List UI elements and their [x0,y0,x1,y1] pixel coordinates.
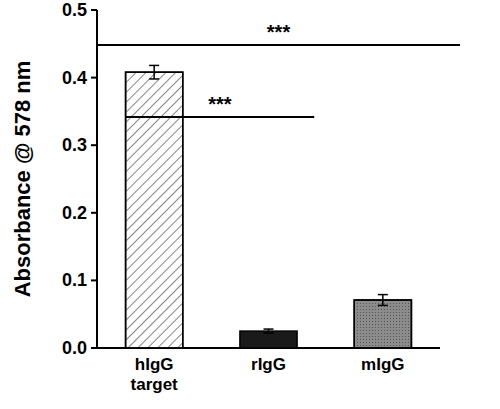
x-tick-label: mIgG [361,355,404,374]
y-tick [91,144,97,146]
significance-line [126,116,315,118]
chart: 0.0 0.1 0.2 0.3 0.4 0.5 Absorbance @ 578 nm hIg… [0,0,500,409]
significance-label: *** [208,93,232,115]
y-tick [91,9,97,11]
significance-label: *** [267,21,291,43]
bar-pattern [126,72,183,348]
y-tick-label: 0.1 [62,270,87,290]
y-axis [96,10,98,348]
y-tick-label: 0.2 [62,203,87,223]
bar [126,72,183,348]
bar [240,331,297,348]
y-tick [91,212,97,214]
bars [126,65,412,348]
y-tick-label: 0.5 [62,0,87,20]
error-bar [378,295,388,306]
y-tick [91,279,97,281]
bar [354,300,411,348]
y-axis-label: Absorbance @ 578 nm [10,61,35,298]
bar-pattern [354,300,411,348]
x-tick-label: rIgG [251,355,286,374]
y-tick-label: 0.0 [62,338,87,358]
y-tick-label: 0.3 [62,135,87,155]
error-bar [264,329,274,333]
significance-line [97,44,460,46]
y-tick [91,347,97,349]
y-tick-label: 0.4 [62,68,87,88]
error-bar [149,65,159,79]
y-tick [91,77,97,79]
x-tick-label: hIgGtarget [131,355,179,394]
